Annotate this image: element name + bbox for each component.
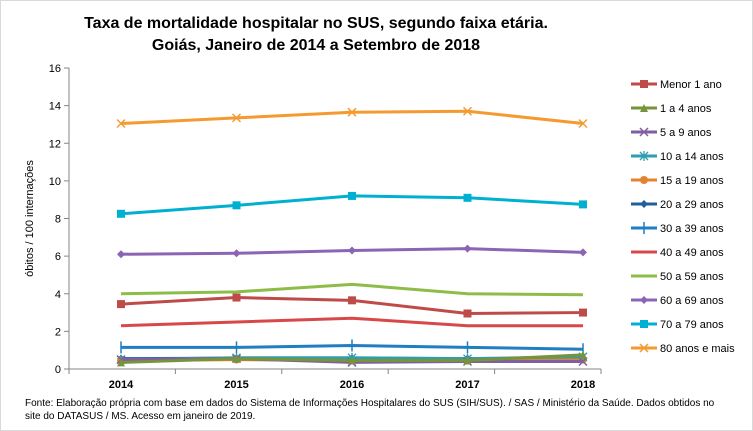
marker-diamond (232, 249, 241, 258)
legend-item: 5 a 9 anos (631, 127, 712, 139)
series-line (120, 316, 583, 328)
marker-square (640, 80, 648, 88)
y-tick-label: 2 (55, 326, 61, 338)
legend-item: Menor 1 ano (631, 79, 722, 91)
marker-x (462, 106, 473, 116)
marker-star (639, 151, 649, 161)
y-tick-label: 14 (49, 101, 61, 113)
legend-label: 1 a 4 anos (660, 103, 712, 115)
legend-label: 70 a 79 anos (660, 319, 724, 331)
legend-item: 30 a 39 anos (631, 222, 724, 235)
marker-triangle (579, 350, 587, 359)
marker-square (117, 300, 125, 309)
x-tick-label: 2015 (224, 379, 248, 391)
y-tick-label: 4 (55, 289, 61, 301)
x-tick-label: 2016 (340, 379, 364, 391)
marker-square (579, 200, 587, 209)
marker-square (463, 309, 472, 318)
chart-title-line-1: Taxa de mortalidade hospitalar no SUS, s… (84, 15, 548, 32)
marker-diamond (348, 246, 356, 255)
legend-label: Menor 1 ano (660, 79, 722, 91)
source-note: Fonte: Elaboração própria com base em da… (25, 398, 715, 422)
legend-item: 10 a 14 anos (631, 151, 724, 163)
y-tick-label: 12 (49, 138, 61, 150)
y-tick-label: 8 (55, 214, 61, 226)
series-70-a-79-anos (117, 191, 587, 218)
chart-title-line-2: Goiás, Janeiro de 2014 a Setembro de 201… (151, 37, 481, 54)
y-tick-label: 16 (49, 63, 61, 75)
legend-label: 10 a 14 anos (660, 151, 724, 163)
marker-x (639, 343, 649, 353)
x-tick-label: 2017 (455, 379, 479, 391)
legend-item: 80 anos e mais (631, 343, 735, 355)
legend-item: 40 a 49 anos (631, 247, 724, 259)
marker-square (348, 296, 356, 305)
series-50-a-59-anos (120, 282, 584, 297)
legend-label: 20 a 29 anos (660, 199, 724, 211)
marker-x (578, 118, 588, 129)
marker-square (640, 320, 648, 328)
marker-diamond (640, 296, 648, 304)
legend-item: 20 a 29 anos (631, 199, 724, 211)
marker-square (117, 209, 125, 218)
y-tick-label: 0 (55, 364, 61, 376)
marker-triangle (640, 104, 648, 112)
marker-diamond (117, 250, 125, 259)
series-line (120, 282, 584, 297)
series-menor-1-ano (117, 293, 587, 318)
marker-square (232, 293, 241, 302)
legend-label: 30 a 39 anos (660, 223, 724, 235)
legend-label: 80 anos e mais (660, 343, 735, 355)
marker-diamond (463, 244, 472, 253)
marker-x (639, 127, 649, 137)
marker-diamond (579, 248, 587, 257)
x-tick-label: 2014 (109, 379, 134, 391)
series-80-anos-e-mais (116, 106, 588, 129)
marker-triangle (117, 358, 125, 367)
marker-square (463, 193, 472, 202)
marker-circle (640, 176, 648, 184)
legend-label: 40 a 49 anos (660, 247, 724, 259)
legend: Menor 1 ano 1 a 4 anos 5 a 9 anos 10 a 14 a… (631, 79, 735, 355)
series-60-a-69-anos (117, 244, 587, 259)
marker-x (116, 118, 126, 129)
marker-triangle (463, 356, 472, 365)
marker-x (347, 107, 357, 117)
y-tick-label: 10 (49, 176, 61, 188)
marker-triangle (348, 356, 356, 365)
legend-item: 60 a 69 anos (631, 295, 724, 307)
marker-square (232, 201, 241, 210)
legend-label: 5 a 9 anos (660, 127, 712, 139)
legend-label: 60 a 69 anos (660, 295, 724, 307)
chart-title: Taxa de mortalidade hospitalar no SUS, s… (81, 13, 551, 57)
series-1-a-4-anos (117, 350, 587, 367)
y-axis-label: óbitos / 100 internações (24, 160, 36, 277)
marker-square (579, 308, 587, 317)
x-tick-label: 2018 (571, 379, 595, 391)
y-tick-label: 6 (55, 251, 61, 263)
marker-x (231, 113, 242, 123)
legend-item: 1 a 4 anos (631, 103, 712, 115)
legend-item: 15 a 19 anos (631, 175, 724, 187)
marker-square (348, 191, 356, 200)
legend-label: 15 a 19 anos (660, 175, 724, 187)
marker-diamond (640, 200, 648, 208)
series-40-a-49-anos (120, 316, 583, 328)
legend-item: 70 a 79 anos (631, 319, 724, 331)
legend-item: 50 a 59 anos (631, 271, 724, 283)
marker-triangle (232, 354, 241, 363)
legend-label: 50 a 59 anos (660, 271, 724, 283)
